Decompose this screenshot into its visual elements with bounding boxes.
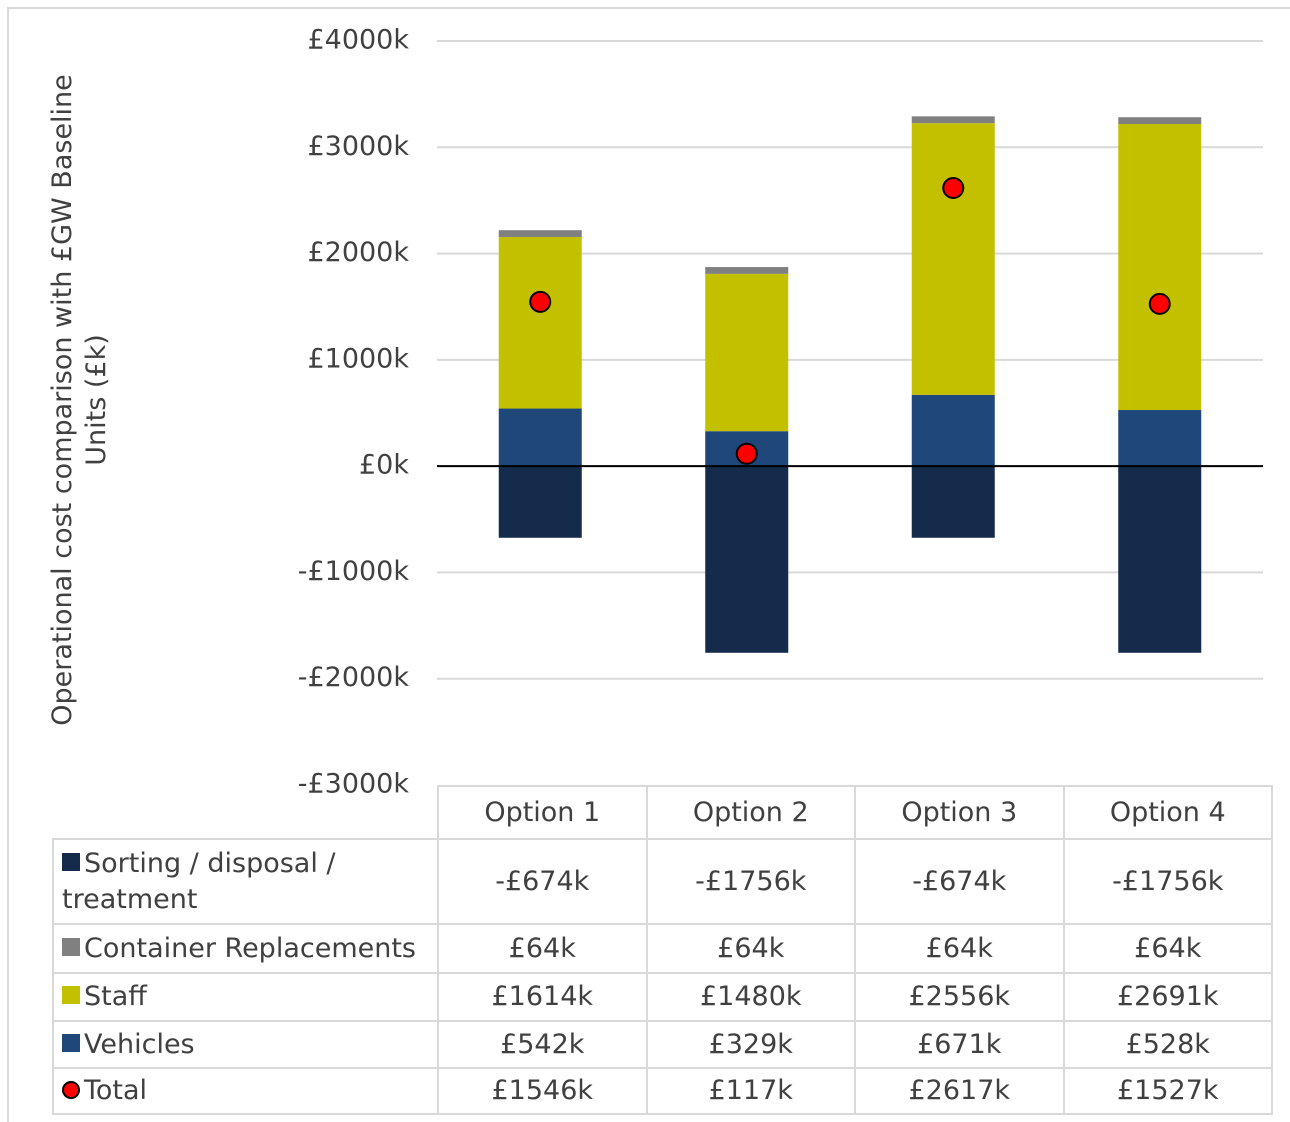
value-label: £329k (645, 1020, 856, 1069)
legend-swatch (62, 937, 80, 956)
bar-segment (498, 466, 582, 538)
bar-segment (1118, 466, 1202, 653)
legend-swatch (62, 1033, 80, 1052)
value-label: -£1756k (645, 838, 856, 925)
value-label: £64k (854, 923, 1065, 974)
y-tick-label: £3000k (307, 131, 409, 162)
value-label: -£674k (854, 838, 1065, 925)
total-marker (1148, 292, 1171, 315)
value-label: £117k (645, 1067, 856, 1115)
frame (7, 7, 1290, 1122)
legend-cell: Container Replacements (52, 923, 439, 974)
value-label: £1546k (437, 1067, 648, 1115)
table-corner (53, 786, 438, 839)
category-label: Option 4 (1062, 785, 1273, 840)
y-tick-label: £4000k (307, 25, 409, 56)
legend-label: Total (84, 1075, 148, 1106)
value-label: £1480k (645, 972, 856, 1022)
y-tick-label: £2000k (307, 237, 409, 268)
total-marker (942, 176, 965, 199)
legend-label: Container Replacements (84, 932, 417, 964)
value-label: £64k (1062, 923, 1273, 974)
total-marker (529, 290, 552, 313)
value-label: £64k (437, 923, 648, 974)
y-tick-label: £1000k (307, 343, 409, 374)
legend-label: Staff (84, 981, 147, 1012)
category-label: Option 1 (437, 785, 648, 840)
bar-segment (911, 116, 995, 124)
value-label: £2556k (854, 972, 1065, 1022)
data-table: Option 1 Option 2 Option 3 Option 4 Sorting … (52, 785, 1273, 1115)
y-axis-title-line: Units (£k) (81, 334, 112, 466)
y-tick-label: -£3000k (298, 769, 410, 800)
category-label: Option 2 (645, 785, 856, 840)
value-label: £2691k (1062, 972, 1273, 1022)
bar-segment (498, 230, 582, 237)
value-label: £1614k (437, 972, 648, 1022)
value-label: -£1756k (1062, 838, 1273, 925)
legend-swatch (62, 986, 80, 1004)
table-row: Container Replacements £64k £64k £64k £64k (52, 923, 1273, 974)
legend-label: Sorting / disposal / treatment (62, 847, 336, 915)
y-tick-label: £0k (359, 450, 409, 481)
table-row: Total £1546k £117k £2617k £1527k (52, 1067, 1273, 1115)
y-tick-label: -£1000k (298, 556, 410, 587)
legend-cell: Sorting / disposal / treatment (52, 838, 439, 925)
bar-segment (705, 273, 789, 432)
table-row: Staff £1614k £1480k £2556k £2691k (52, 972, 1273, 1022)
bar-segment (911, 394, 995, 467)
y-axis-title-line: Operational cost comparison with £GW Bas… (47, 74, 78, 726)
category-label: Option 3 (854, 785, 1065, 840)
bar-segment (1118, 124, 1202, 411)
value-label: £671k (854, 1020, 1065, 1069)
value-label: £542k (437, 1020, 648, 1069)
bar-segment (911, 123, 995, 395)
bar-segment (1118, 410, 1202, 467)
table-row: Vehicles £542k £329k £671k £528k (52, 1020, 1273, 1069)
legend-cell: Total (52, 1067, 439, 1115)
legend-cell: Vehicles (52, 1020, 439, 1069)
legend-swatch (62, 852, 80, 871)
value-label: £2617k (854, 1067, 1065, 1115)
legend-marker (62, 1081, 80, 1099)
total-marker (735, 442, 758, 465)
y-tick-label: -£2000k (298, 662, 410, 693)
y-axis-title: Operational cost comparison with £GW Bas… (47, 74, 112, 726)
table-header-row: Option 1 Option 2 Option 3 Option 4 (53, 785, 1273, 840)
legend-label: Vehicles (84, 1028, 195, 1060)
legend-cell: Staff (52, 972, 439, 1022)
value-label: -£674k (437, 838, 648, 925)
value-label: £1527k (1062, 1067, 1273, 1115)
value-label: £64k (645, 923, 856, 974)
bar-segment (705, 466, 789, 653)
bar-segment (1118, 117, 1202, 125)
bar-segment (911, 466, 995, 538)
bar-segment (705, 267, 789, 274)
bar-segment (498, 408, 582, 467)
bar-segment (498, 236, 582, 409)
table-row: Sorting / disposal / treatment -£674k -£17… (52, 838, 1273, 925)
value-label: £528k (1062, 1020, 1273, 1069)
